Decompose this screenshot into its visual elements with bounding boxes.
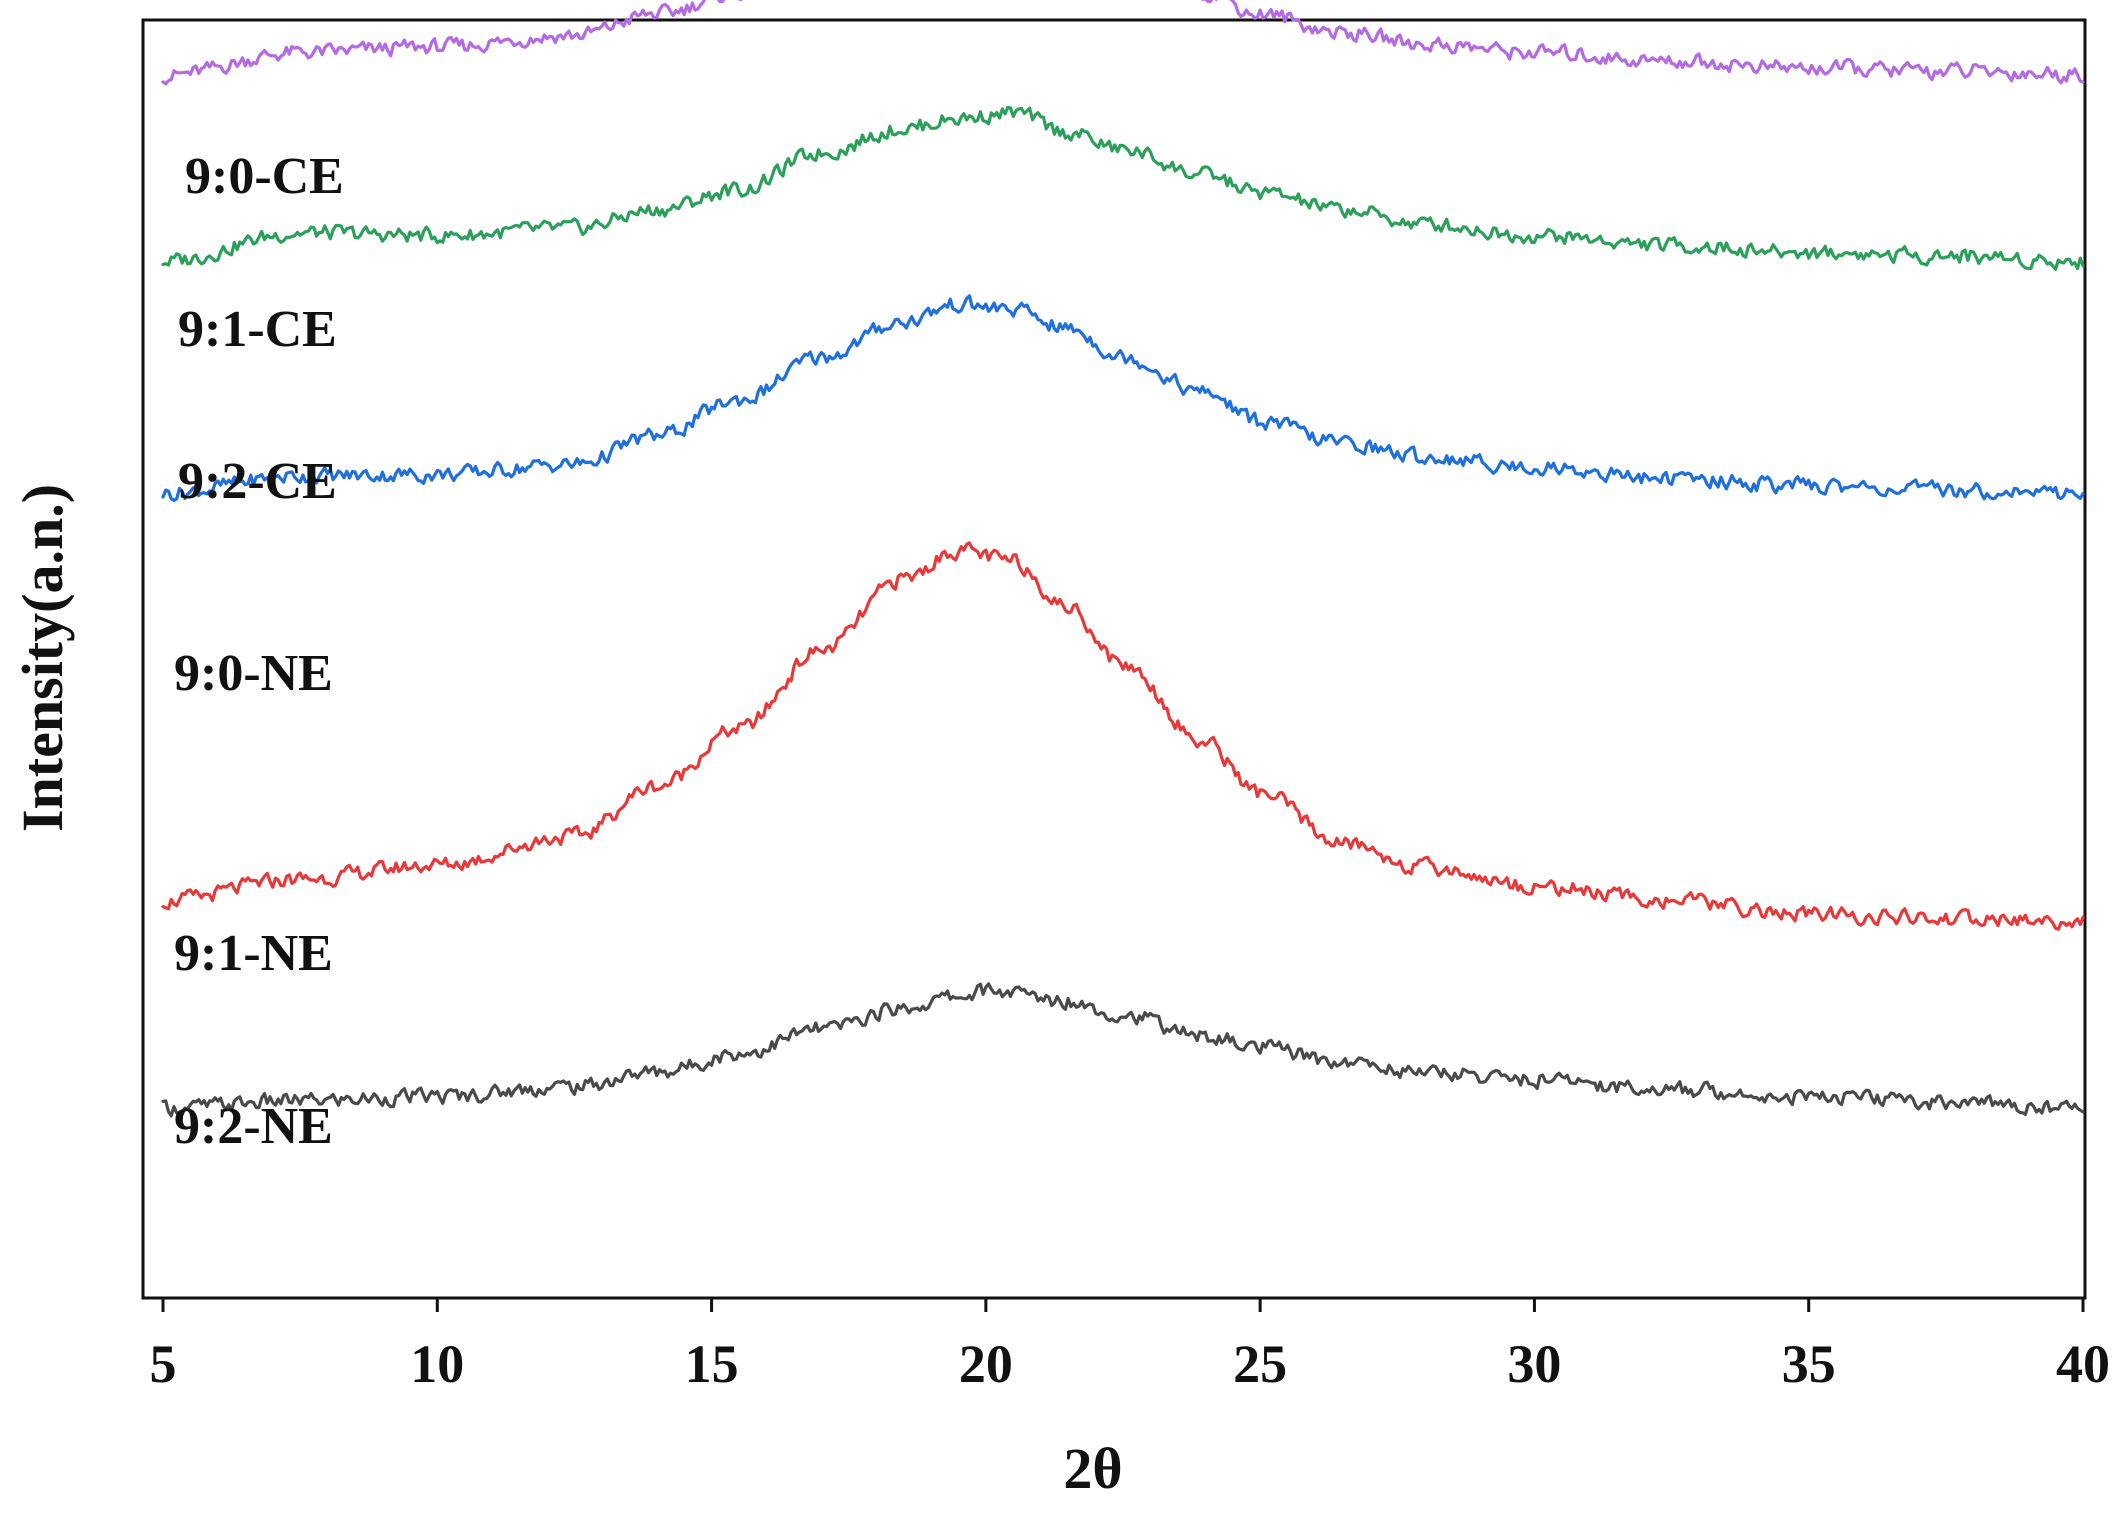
x-axis-title: 2θ [1063, 1436, 1122, 1501]
series-line-9-1-ne [161, 541, 2085, 931]
series-line-9-2-ne [161, 982, 2085, 1118]
x-tick-label-10: 10 [410, 1334, 464, 1394]
series-label-9-0-ce: 9:0-CE [185, 148, 344, 205]
series-labels: 9:0-CE 9:1-CE 9:2-CE 9:0-NE 9:1-NE 9:2-NE [174, 148, 344, 1155]
x-tick-label-25: 25 [1233, 1334, 1287, 1394]
x-tick-label-5: 5 [150, 1334, 177, 1394]
series-line-9-1-ce [161, 0, 2085, 86]
x-tick-label-15: 15 [685, 1334, 739, 1394]
series-label-9-0-ne: 9:0-NE [174, 645, 333, 702]
x-tick-label-35: 35 [1782, 1334, 1836, 1394]
series-line-9-0-ne [161, 294, 2085, 502]
series-lines [161, 0, 2085, 1118]
series-line-9-2-ce [161, 105, 2085, 271]
x-tick-label-20: 20 [959, 1334, 1013, 1394]
series-label-9-1-ne: 9:1-NE [174, 925, 333, 982]
plot-frame [141, 18, 2087, 1300]
y-axis-title: Intensity(a.n.) [10, 484, 75, 832]
series-label-9-2-ne: 9:2-NE [174, 1098, 333, 1155]
x-axis-ticks: 5 10 15 20 25 30 35 40 [150, 1298, 2110, 1394]
series-label-9-1-ce: 9:1-CE [178, 301, 337, 358]
x-tick-label-30: 30 [1507, 1334, 1561, 1394]
series-label-9-2-ce: 9:2-CE [178, 453, 337, 510]
x-tick-label-40: 40 [2056, 1334, 2110, 1394]
